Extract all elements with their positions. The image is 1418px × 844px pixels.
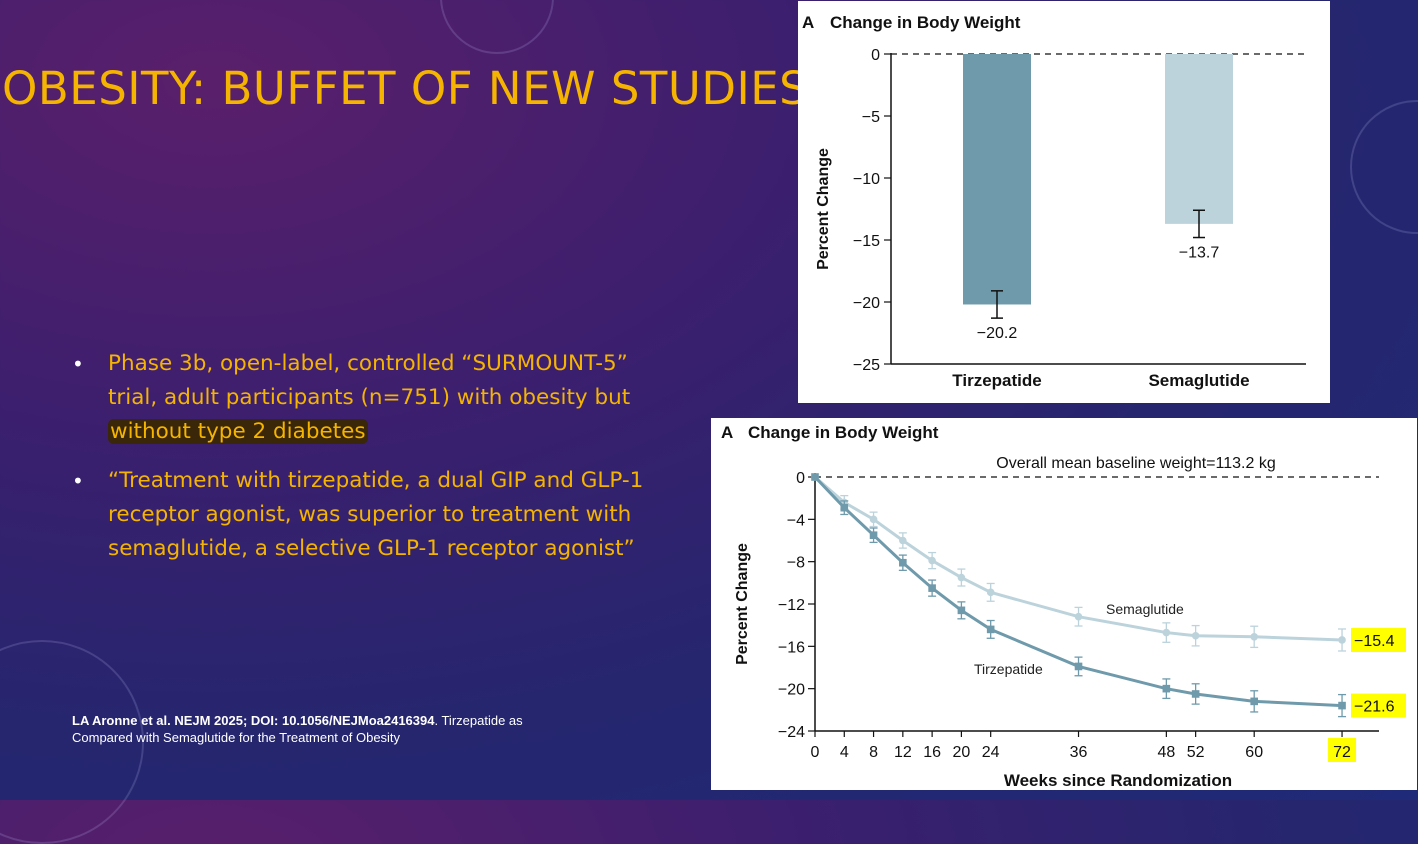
slide-title: OBESITY: BUFFET OF NEW STUDIES [2, 62, 809, 115]
series-line [813, 475, 1343, 708]
data-point [869, 515, 878, 524]
data-point [1338, 701, 1346, 710]
x-tick-label: 60 [1245, 744, 1263, 761]
x-tick-label: 52 [1187, 744, 1205, 761]
data-point [1074, 662, 1083, 671]
x-tick-label: Tirzepatide [952, 371, 1041, 390]
y-tick-label: −24 [778, 724, 805, 741]
data-point [1191, 631, 1200, 640]
data-point [811, 473, 819, 481]
x-tick-label: 0 [811, 744, 820, 761]
chart-panel-letter: A [721, 423, 733, 442]
bar [963, 54, 1031, 305]
citation-bold: LA Aronne et al. NEJM 2025; DOI: 10.1056… [72, 713, 435, 728]
x-tick-label: 4 [840, 744, 849, 761]
data-point [1191, 690, 1200, 698]
citation-rest: . Tirzepatide as Compared with Semagluti… [72, 713, 523, 745]
bullet-text: Phase 3b, open-label, controlled “SURMOU… [108, 351, 631, 410]
data-point [1162, 684, 1171, 693]
y-tick-label: −20 [853, 295, 880, 312]
bullet-list: • Phase 3b, open-label, controlled “SURM… [72, 347, 672, 581]
bar-chart: A Change in Body Weight Percent Change 0… [802, 13, 1306, 390]
y-tick-label: −20 [778, 682, 805, 699]
y-tick-label: −5 [862, 109, 880, 126]
data-point [869, 531, 878, 540]
bullet-highlight: without type 2 diabetes [108, 419, 368, 444]
data-point [1162, 628, 1171, 637]
x-tick-label: 72 [1333, 744, 1351, 761]
x-tick-highlight [1328, 738, 1357, 762]
y-tick-label: −15 [853, 233, 880, 250]
data-point [840, 503, 849, 512]
end-value-label: −15.4 [1354, 633, 1395, 650]
data-label: −20.2 [977, 325, 1018, 342]
data-point [928, 584, 936, 592]
y-tick-label: −4 [787, 512, 805, 529]
x-axis-label: Weeks since Randomization [1004, 771, 1232, 790]
bullet-item-trial: • Phase 3b, open-label, controlled “SURM… [72, 347, 672, 449]
data-point [899, 558, 907, 567]
end-label-highlight [1351, 627, 1406, 652]
data-point [1338, 636, 1346, 644]
bar [1165, 54, 1233, 224]
y-tick-label: 0 [871, 47, 880, 64]
data-point [928, 556, 936, 565]
y-axis-label: Percent Change [734, 543, 751, 665]
line-chart-panel: A Change in Body Weight Overall mean bas… [711, 418, 1417, 790]
x-tick-label: Semaglutide [1148, 371, 1249, 390]
chart-title: Change in Body Weight [748, 423, 939, 442]
data-point [1250, 697, 1258, 706]
y-tick-label: −8 [787, 555, 805, 572]
data-point [957, 606, 966, 615]
data-point [986, 588, 995, 597]
data-point [1074, 612, 1083, 621]
end-label-highlight [1351, 693, 1406, 718]
data-point [899, 536, 907, 545]
line-chart: A Change in Body Weight Overall mean bas… [721, 423, 1406, 790]
bar-chart-panel: A Change in Body Weight Percent Change 0… [798, 1, 1330, 403]
x-tick-label: 48 [1157, 744, 1175, 761]
chart-title: Change in Body Weight [830, 13, 1021, 32]
data-point [1250, 633, 1258, 641]
data-point [986, 625, 995, 634]
y-tick-label: −10 [853, 171, 880, 188]
bullet-item-quote: • “Treatment with tirzepatide, a dual GI… [72, 464, 672, 566]
y-tick-label: −25 [853, 357, 880, 374]
series-line [814, 475, 1343, 642]
series-label: Semaglutide [1106, 601, 1184, 617]
background-ring-right [1350, 100, 1418, 234]
x-tick-label: 20 [953, 744, 971, 761]
bullet-text: “Treatment with tirzepatide, a dual GIP … [108, 468, 644, 561]
end-value-label: −21.6 [1354, 699, 1395, 716]
citation: LA Aronne et al. NEJM 2025; DOI: 10.1056… [72, 712, 552, 746]
y-tick-label: −12 [778, 597, 805, 614]
y-tick-label: 0 [796, 470, 805, 487]
bullet-dot-icon: • [72, 352, 84, 376]
x-tick-label: 36 [1070, 744, 1088, 761]
data-label: −13.7 [1179, 245, 1220, 262]
x-tick-label: 16 [923, 744, 941, 761]
chart-panel-letter: A [802, 13, 814, 32]
y-axis-label: Percent Change [815, 148, 832, 270]
x-tick-label: 8 [869, 744, 878, 761]
baseline-annotation: Overall mean baseline weight=113.2 kg [996, 455, 1275, 472]
background-ring-top [440, 0, 554, 54]
x-tick-label: 12 [894, 744, 912, 761]
y-tick-label: −16 [778, 639, 805, 656]
series-label: Tirzepatide [974, 661, 1043, 677]
bullet-dot-icon: • [72, 469, 84, 493]
data-point [957, 573, 966, 582]
x-tick-label: 24 [982, 744, 1000, 761]
